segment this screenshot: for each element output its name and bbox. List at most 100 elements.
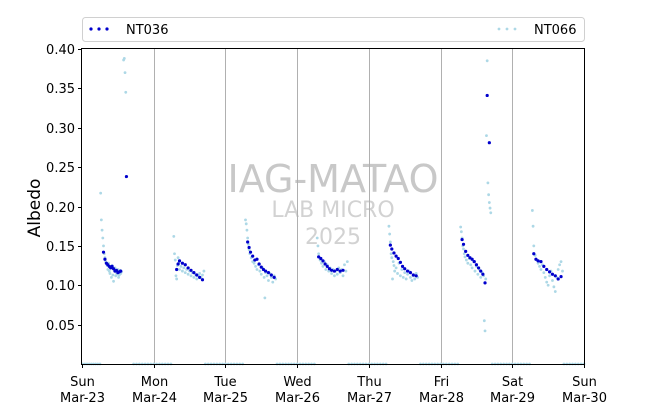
y-tick-label-1: 0.10 <box>46 279 75 294</box>
watermark-line-2: LAB MICRO <box>271 198 394 223</box>
data-point-nt036-81 <box>547 270 552 274</box>
data-point-nt066-241 <box>489 211 493 215</box>
data-point-nt036-35 <box>266 271 271 275</box>
data-point-nt066-267 <box>545 280 549 284</box>
data-point-nt066-189 <box>404 277 408 281</box>
x-tick-day-1: Mon <box>141 375 168 390</box>
data-point-nt066-113 <box>263 296 267 300</box>
data-point-nt066-137 <box>316 244 320 248</box>
data-point-nt066-96 <box>244 218 247 222</box>
watermark-line-1: IAG-MATAO <box>227 157 438 201</box>
series-nt036 <box>101 93 563 285</box>
data-point-nt036-70 <box>479 269 483 273</box>
data-point-nt036-42 <box>325 264 329 268</box>
data-point-nt066-145 <box>327 269 331 273</box>
x-tick-day-3: Wed <box>283 375 311 390</box>
data-point-nt066-183 <box>396 272 399 275</box>
x-tick-date-4: Mar-27 <box>347 391 392 406</box>
data-point-nt066-179 <box>391 260 395 264</box>
data-point-nt036-32 <box>259 265 263 269</box>
data-point-nt066-225 <box>473 269 477 273</box>
data-point-nt066-143 <box>324 268 328 271</box>
data-point-nt036-28 <box>251 254 255 258</box>
data-point-nt066-119 <box>271 280 275 284</box>
data-point-nt036-78 <box>539 260 543 264</box>
data-point-nt036-45 <box>332 269 337 273</box>
data-point-nt036-24 <box>200 278 205 282</box>
x-tick-day-2: Tue <box>213 375 236 390</box>
data-point-nt066-178 <box>391 277 394 281</box>
legend-marker-nt036 <box>89 27 109 31</box>
data-point-nt036-77 <box>536 259 540 263</box>
data-point-nt066-269 <box>548 274 551 278</box>
data-point-nt036-12 <box>119 269 123 273</box>
data-point-nt066-147 <box>330 272 333 275</box>
data-point-nt066-80 <box>201 273 204 277</box>
data-point-nt036-30 <box>255 257 259 261</box>
x-tick-date-2: Mar-25 <box>203 391 248 406</box>
x-tick-day-5: Fri <box>434 375 450 390</box>
data-point-nt066-227 <box>476 272 480 276</box>
x-tick-date-6: Mar-29 <box>490 391 535 406</box>
data-point-nt066-173 <box>387 224 391 228</box>
data-point-nt036-23 <box>198 275 202 279</box>
data-point-nt036-72 <box>483 281 487 285</box>
data-point-nt066-9 <box>99 191 103 195</box>
data-point-nt066-99 <box>246 236 250 240</box>
data-point-nt066-193 <box>410 279 414 282</box>
data-point-nt066-261 <box>536 261 540 265</box>
data-point-nt066-101 <box>247 248 251 252</box>
data-point-nt066-278 <box>561 269 564 273</box>
data-point-nt066-222 <box>469 263 473 267</box>
data-point-nt036-49 <box>388 243 392 247</box>
data-point-nt066-118 <box>269 275 273 279</box>
data-point-nt036-16 <box>177 259 182 263</box>
data-point-nt066-65 <box>179 264 183 268</box>
data-point-nt066-136 <box>315 236 319 240</box>
data-point-nt066-109 <box>258 269 262 273</box>
x-tick-date-1: Mar-24 <box>132 391 177 406</box>
data-point-nt066-196 <box>414 272 418 275</box>
data-point-nt066-20 <box>107 269 111 273</box>
data-point-nt036-54 <box>398 260 403 265</box>
data-point-nt066-60 <box>175 277 179 281</box>
data-point-nt066-239 <box>487 201 491 204</box>
data-point-nt066-12 <box>101 236 105 240</box>
data-point-nt036-84 <box>556 277 560 281</box>
x-tick-date-7: Mar-30 <box>562 391 607 406</box>
x-tick-day-7: Sun <box>572 375 597 390</box>
data-point-nt066-258 <box>532 244 536 248</box>
data-point-nt036-51 <box>392 251 396 255</box>
data-point-nt066-33 <box>117 275 120 279</box>
data-point-nt036-41 <box>323 262 327 266</box>
data-point-nt066-186 <box>400 268 404 271</box>
data-point-nt066-271 <box>551 279 554 282</box>
data-point-nt036-56 <box>403 267 407 271</box>
data-point-nt066-151 <box>335 272 339 276</box>
legend-dot-nt066-1 <box>505 27 509 31</box>
y-tick-label-7: 0.40 <box>46 43 75 58</box>
data-point-nt066-273 <box>553 290 557 293</box>
legend-label-nt066: NT066 <box>534 23 576 38</box>
data-point-nt036-22 <box>195 273 199 277</box>
data-point-nt066-76 <box>195 277 199 281</box>
data-point-nt066-98 <box>245 228 249 232</box>
data-point-nt066-213 <box>459 230 463 234</box>
data-point-nt066-177 <box>390 256 394 260</box>
x-tick-day-6: Sat <box>502 375 523 390</box>
legend-dot-nt036-2 <box>105 27 109 31</box>
data-point-nt036-0 <box>101 250 106 254</box>
data-point-nt066-56 <box>172 235 176 238</box>
data-point-nt066-156 <box>343 263 346 267</box>
data-point-nt066-275 <box>556 268 560 271</box>
data-point-nt036-27 <box>248 250 253 254</box>
data-point-nt036-71 <box>481 272 485 276</box>
data-point-nt066-100 <box>246 242 250 246</box>
data-point-nt036-14 <box>175 267 179 272</box>
data-point-nt066-181 <box>393 269 397 273</box>
data-point-nt066-66 <box>181 269 184 273</box>
data-point-nt066-149 <box>333 274 336 278</box>
data-point-nt066-175 <box>388 240 392 244</box>
